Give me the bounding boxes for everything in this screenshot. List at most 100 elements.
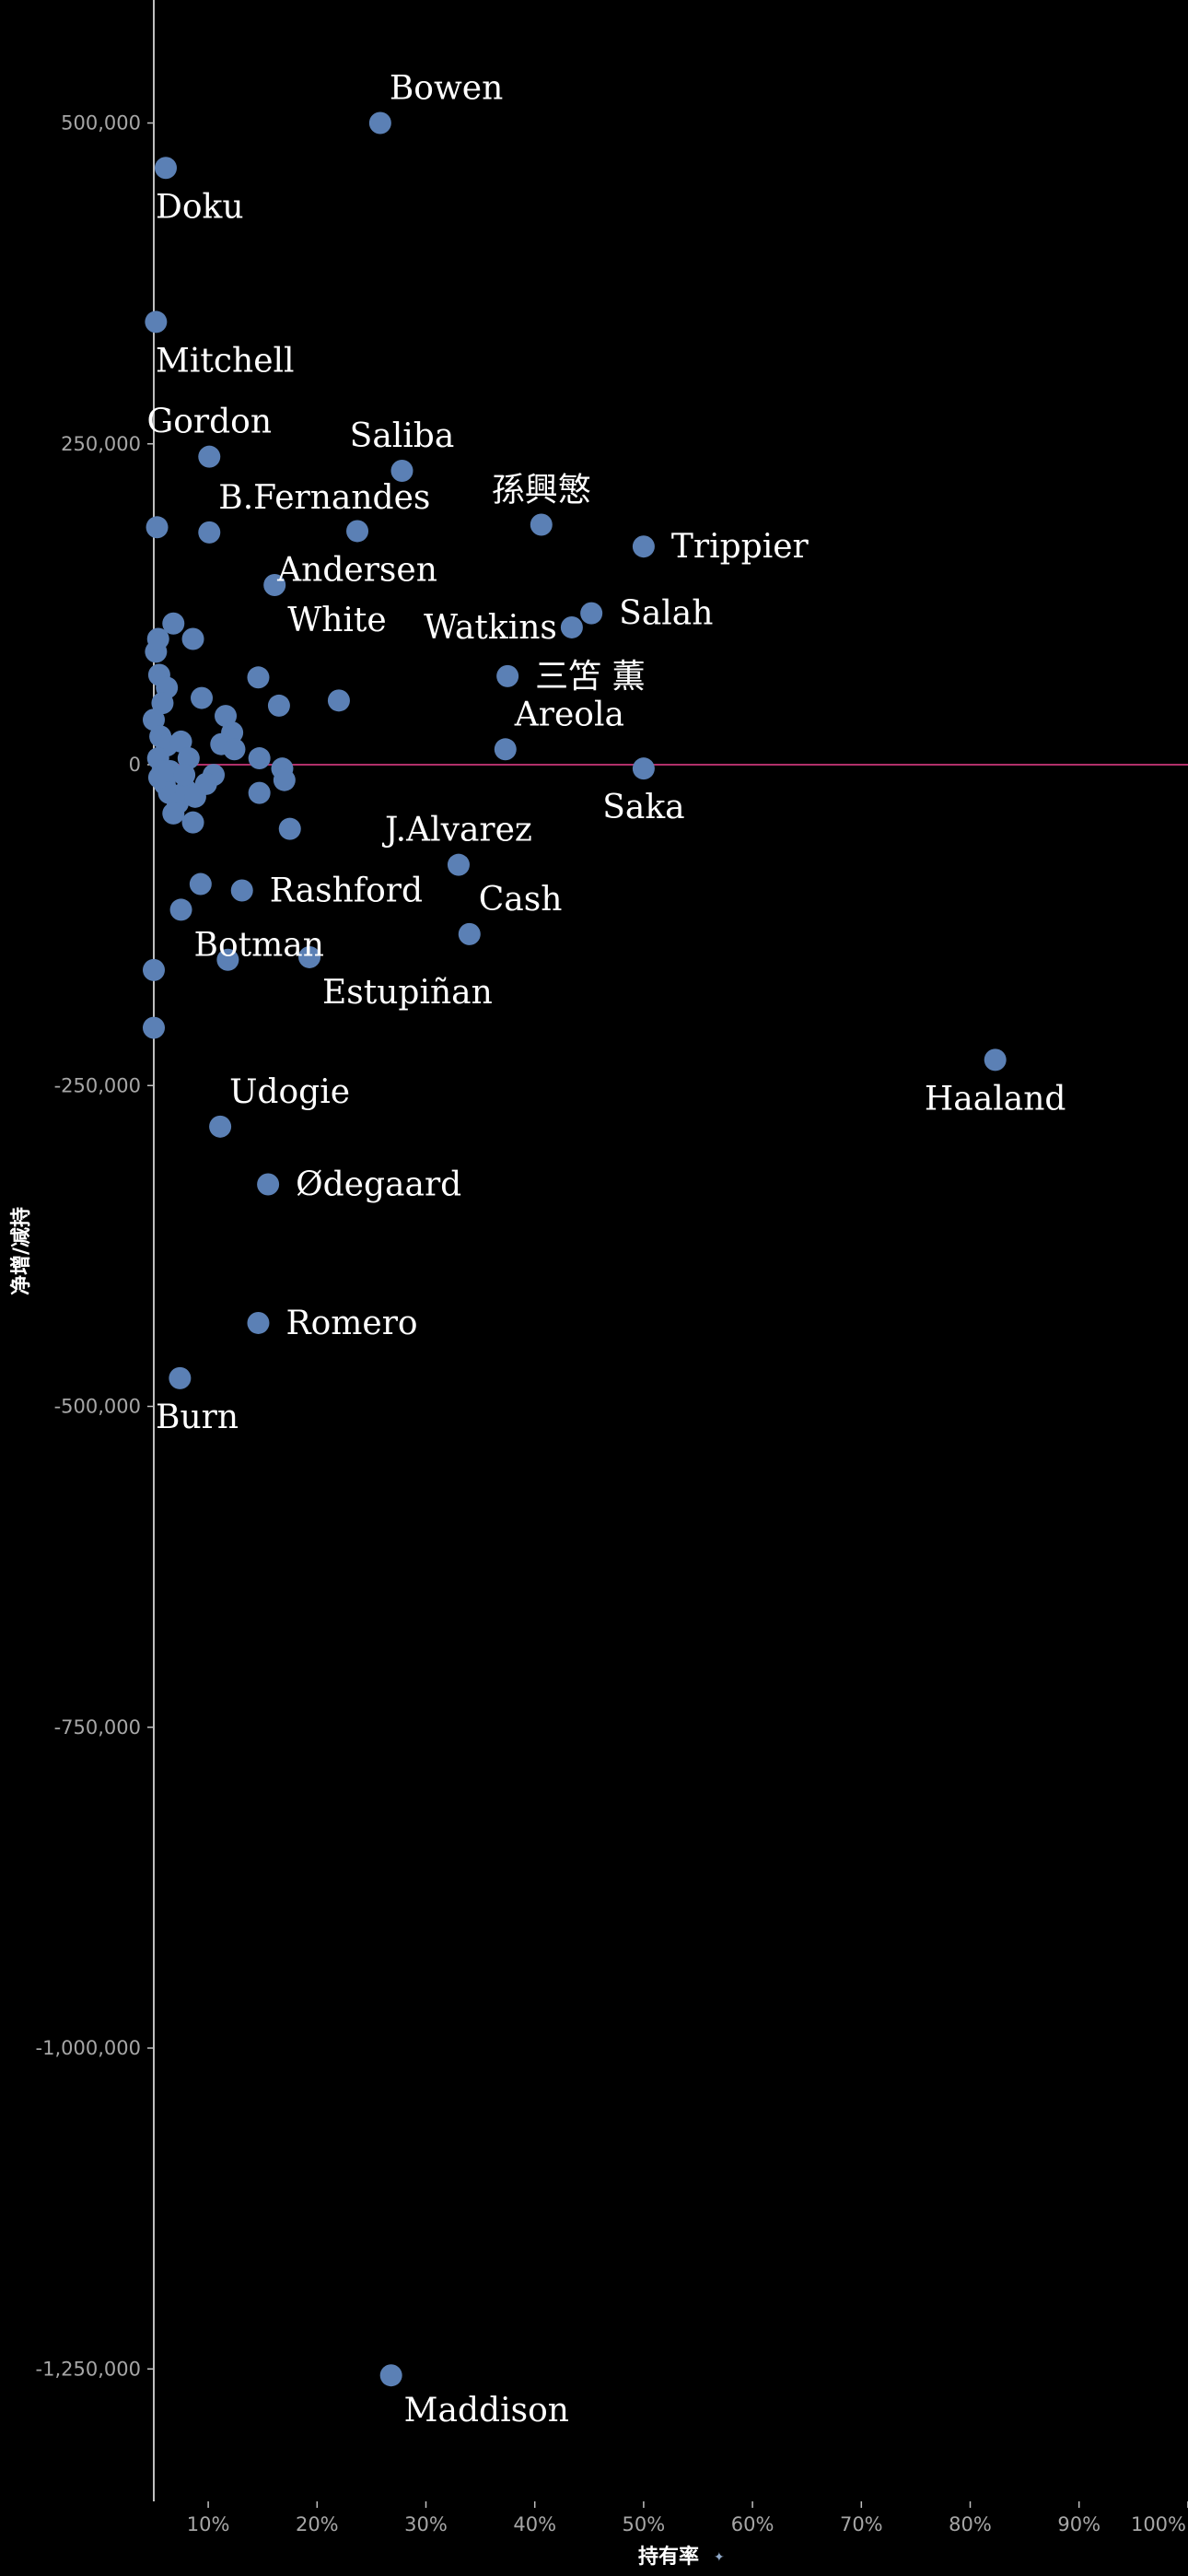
- y-tick-label: -1,250,000: [36, 2358, 141, 2380]
- data-point: [162, 612, 185, 635]
- data-point-labeled: [632, 757, 655, 780]
- x-tick-label: 50%: [623, 2513, 666, 2535]
- y-tick-label: -500,000: [54, 1396, 141, 1418]
- data-point: [248, 747, 271, 770]
- data-point-labeled: [155, 157, 178, 180]
- y-tick-label: -1,000,000: [36, 2037, 141, 2059]
- data-point: [162, 802, 185, 825]
- pin-icon: ✦: [714, 2550, 725, 2565]
- data-point-labeled: [257, 1173, 280, 1196]
- x-tick-label: 80%: [949, 2513, 992, 2535]
- point-label: 三笘 薫: [535, 658, 645, 696]
- point-label: 孫興慜: [492, 472, 591, 509]
- data-point: [146, 627, 169, 650]
- point-label: Gordon: [147, 404, 273, 441]
- x-tick-label: 40%: [513, 2513, 556, 2535]
- point-label: Andersen: [276, 551, 437, 589]
- data-point: [216, 948, 239, 971]
- data-point: [177, 747, 200, 770]
- data-point: [267, 694, 290, 717]
- y-axis-ticks: 500,000 250,000 0 -250,000 -500,000 -750,000 -…: [36, 112, 154, 2380]
- point-label: Botman: [194, 926, 324, 964]
- data-point: [278, 817, 301, 840]
- x-axis-ticks: 10% 20% 30% 40% 50% 60% 70% 80% 90% 100%: [187, 2501, 1188, 2535]
- point-label: Saliba: [350, 417, 455, 455]
- data-point-labeled: [984, 1048, 1007, 1071]
- data-point: [143, 708, 165, 732]
- point-label: Romero: [285, 1305, 417, 1342]
- x-tick-label: 10%: [187, 2513, 230, 2535]
- point-label: B.Fernandes: [218, 479, 430, 517]
- point-label: Burn: [156, 1399, 239, 1436]
- data-point-labeled: [209, 1115, 232, 1138]
- data-point-labeled: [198, 445, 221, 468]
- data-point: [143, 1016, 165, 1039]
- point-label: Haaland: [925, 1080, 1066, 1118]
- point-label: Salah: [619, 595, 713, 633]
- point-label: Maddison: [404, 2392, 569, 2430]
- point-label: Watkins: [424, 609, 557, 647]
- data-point-labeled: [198, 521, 221, 544]
- point-label: Rashford: [270, 872, 423, 910]
- data-point-labeled: [169, 1366, 192, 1389]
- data-point-labeled: [247, 1311, 270, 1334]
- data-point-labeled: [263, 573, 286, 596]
- data-point-labeled: [145, 310, 168, 334]
- point-label: Areola: [514, 696, 624, 733]
- data-point-labeled: [346, 520, 369, 543]
- data-point-labeled: [230, 879, 253, 902]
- data-point: [181, 811, 204, 834]
- data-point: [169, 730, 192, 753]
- y-axis-title: 净增/减持: [9, 1207, 33, 1295]
- data-point-labeled: [390, 460, 413, 483]
- point-label: Bowen: [390, 70, 503, 108]
- point-label: Estupiñan: [322, 974, 493, 1012]
- x-tick-label: 30%: [404, 2513, 448, 2535]
- y-tick-label: -750,000: [54, 1716, 141, 1739]
- data-point-labeled: [458, 922, 481, 945]
- point-label: Cash: [479, 881, 563, 919]
- data-point-labeled: [169, 898, 192, 921]
- y-tick-label: -250,000: [54, 1074, 141, 1096]
- data-point: [327, 689, 350, 712]
- point-label: J.Alvarez: [381, 812, 532, 849]
- data-point-labeled: [530, 513, 553, 536]
- data-point: [273, 768, 296, 791]
- x-tick-label: 20%: [296, 2513, 339, 2535]
- point-labels: Bowen Doku Mitchell Gordon Saliba 孫興慜 Trippier…: [147, 70, 1066, 2430]
- y-tick-label: 0: [129, 754, 141, 776]
- point-label: Trippier: [671, 528, 809, 566]
- data-point: [191, 686, 214, 709]
- data-point: [173, 764, 196, 787]
- data-point-labeled: [496, 664, 519, 687]
- data-points: [143, 111, 1007, 2387]
- data-point: [143, 958, 165, 981]
- data-point: [181, 627, 204, 650]
- data-point-labeled: [379, 2364, 402, 2387]
- x-tick-label: 90%: [1057, 2513, 1101, 2535]
- data-point-labeled: [447, 853, 470, 876]
- point-label: Udogie: [229, 1073, 350, 1111]
- data-point: [151, 692, 174, 715]
- data-point: [223, 738, 246, 761]
- data-point-labeled: [298, 945, 321, 968]
- point-label: Saka: [602, 789, 684, 826]
- data-point-labeled: [632, 535, 655, 558]
- point-label: Mitchell: [156, 342, 295, 380]
- data-point-labeled: [494, 738, 517, 761]
- point-label: Ødegaard: [296, 1166, 461, 1204]
- data-point: [247, 666, 270, 689]
- data-point-labeled: [560, 615, 583, 638]
- y-tick-label: 250,000: [61, 433, 141, 455]
- point-label: White: [287, 602, 386, 639]
- point-label: Doku: [156, 188, 244, 226]
- data-point: [215, 705, 238, 728]
- x-tick-label: 70%: [840, 2513, 883, 2535]
- data-point: [194, 772, 217, 795]
- data-point-labeled: [368, 111, 391, 135]
- x-tick-label: 60%: [731, 2513, 775, 2535]
- y-tick-label: 500,000: [61, 112, 141, 135]
- data-point-labeled: [580, 602, 603, 625]
